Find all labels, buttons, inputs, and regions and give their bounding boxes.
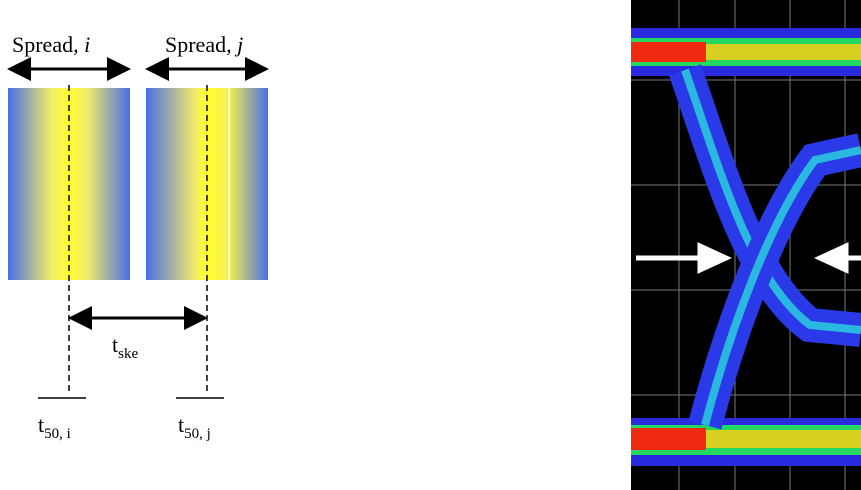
eye-diagram <box>631 0 861 490</box>
spread-i-label: Spread, i <box>12 32 90 57</box>
page: Spread, i Spread, j tske t50, i t50, j <box>0 0 861 490</box>
skew-diagram: Spread, i Spread, j tske t50, i t50, j <box>8 32 268 442</box>
spread-j-label: Spread, j <box>165 32 243 57</box>
t50-i-label: t50, i <box>38 412 71 442</box>
t-skew-label: tske <box>112 332 138 362</box>
t50-j-label: t50, j <box>178 412 211 442</box>
